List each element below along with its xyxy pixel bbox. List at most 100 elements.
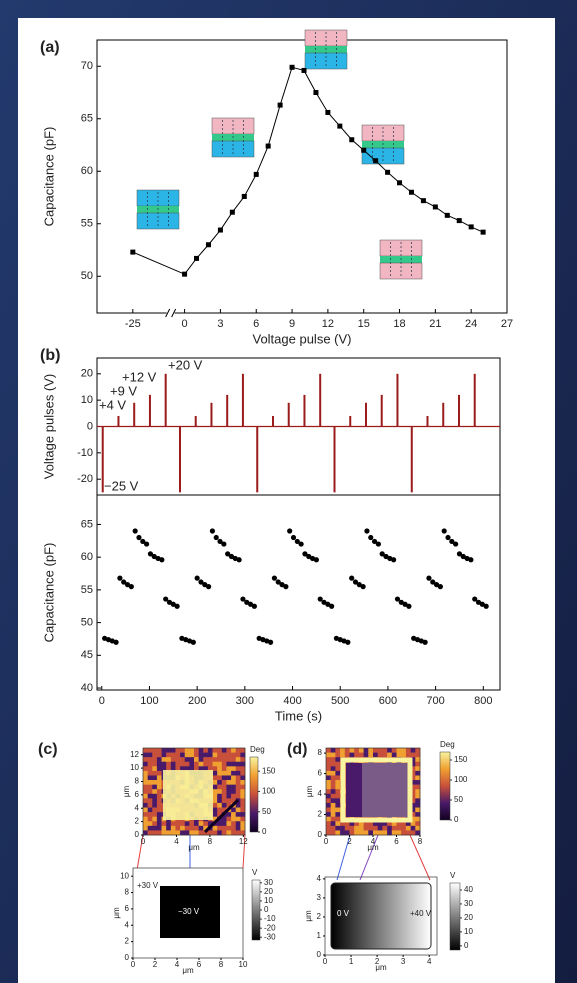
data-point (229, 209, 235, 215)
y-tick-label: 8 (135, 777, 140, 786)
afm-pixel (335, 802, 341, 808)
afm-pixel (231, 780, 237, 785)
afm-pixel (147, 766, 153, 772)
x-axis-label: μm (182, 966, 194, 975)
afm-pixel (326, 770, 331, 776)
afm-pixel (335, 798, 341, 804)
afm-pixel (231, 830, 237, 836)
data-point (140, 538, 146, 545)
y-tick-label: 12 (130, 750, 139, 759)
afm-pixel (326, 793, 331, 799)
afm-pixel (330, 807, 336, 813)
afm-pixel (354, 748, 360, 753)
afm-pixel (217, 807, 223, 813)
afm-pixel (368, 748, 374, 753)
afm-pixel (180, 825, 186, 831)
afm-pixel (401, 825, 407, 831)
afm-pixel (226, 798, 232, 804)
afm-pixel (207, 757, 213, 763)
scratch (203, 798, 240, 834)
afm-pixel (235, 748, 241, 753)
afm-pixel (156, 766, 162, 772)
afm-pixel (143, 780, 148, 785)
afm-pixel (240, 807, 246, 813)
afm-pixel (226, 757, 232, 763)
afm-pixel (203, 821, 209, 827)
afm-pixel (231, 770, 237, 776)
afm-pixel (410, 802, 416, 808)
afm-pixel (147, 821, 153, 827)
data-point (194, 255, 200, 261)
afm-pixel (212, 766, 218, 772)
colorbar-tick-label: 40 (464, 885, 473, 894)
domain-frame (340, 757, 413, 823)
afm-pixel (226, 812, 232, 817)
afm-pixel (221, 825, 227, 831)
afm-pixel (184, 757, 190, 763)
afm-pixel (373, 830, 378, 836)
afm-pixel (143, 784, 148, 790)
afm-pixel (152, 830, 158, 836)
data-point (213, 534, 219, 541)
afm-pixel (326, 807, 331, 813)
afm-pixel (326, 802, 331, 808)
afm-pixel (401, 748, 407, 753)
afm-pixel (405, 830, 411, 836)
data-point (166, 599, 173, 605)
afm-pixel (231, 798, 237, 804)
y-tick-label: 0 (87, 420, 93, 432)
x-tick-label: 4 (174, 837, 179, 846)
afm-pixel (240, 816, 246, 822)
afm-pixel (152, 775, 158, 781)
data-point (375, 541, 381, 547)
afm-pixel (184, 825, 190, 831)
afm-pixel (358, 830, 364, 836)
afm-pixel (217, 812, 223, 817)
data-point (289, 64, 295, 70)
afm-pixel (170, 752, 176, 758)
afm-pixel (373, 825, 378, 831)
y-tick-label: 8 (125, 888, 130, 897)
afm-pixel (235, 766, 241, 772)
afm-pixel (175, 830, 181, 836)
annotation: +4 V (99, 397, 126, 412)
afm-pixel (143, 775, 148, 781)
afm-pixel (184, 761, 190, 767)
colorbar-tick-label: 150 (454, 755, 468, 764)
afm-pixel (226, 775, 232, 781)
afm-pixel (335, 789, 341, 795)
afm-pixel (401, 821, 407, 827)
data-point (198, 579, 204, 585)
afm-pixel (212, 780, 218, 785)
cell-icon (361, 124, 405, 165)
afm-pixel (330, 748, 336, 753)
y-tick-label: 55 (81, 584, 93, 596)
afm-pixel (207, 752, 213, 758)
afm-pixel (391, 830, 397, 836)
data-point (408, 189, 414, 195)
y-axis-label: μm (122, 786, 131, 798)
afm-pixel (354, 825, 360, 831)
colorbar-tick-label: 10 (464, 927, 473, 936)
afm-pixel (156, 816, 162, 822)
afm-pixel (198, 757, 204, 763)
afm-pixel (207, 830, 213, 836)
data-point (337, 123, 343, 129)
afm-pixel (161, 748, 167, 753)
afm-pixel (194, 825, 199, 831)
data-point (479, 601, 485, 607)
afm-pixel (326, 780, 331, 785)
afm-pixel (240, 757, 246, 763)
data-point (221, 541, 227, 547)
domain (330, 882, 432, 950)
data-point (432, 204, 438, 210)
data-point (349, 137, 355, 143)
afm-pixel (156, 761, 162, 767)
colorbar-title: Deg (440, 740, 455, 749)
afm-pixel (335, 748, 341, 753)
afm-pixel (231, 821, 237, 827)
colorbar-tick-label: -10 (264, 914, 276, 923)
afm-pixel (226, 770, 232, 776)
afm-pixel (156, 830, 162, 836)
afm-pixel (175, 748, 181, 753)
